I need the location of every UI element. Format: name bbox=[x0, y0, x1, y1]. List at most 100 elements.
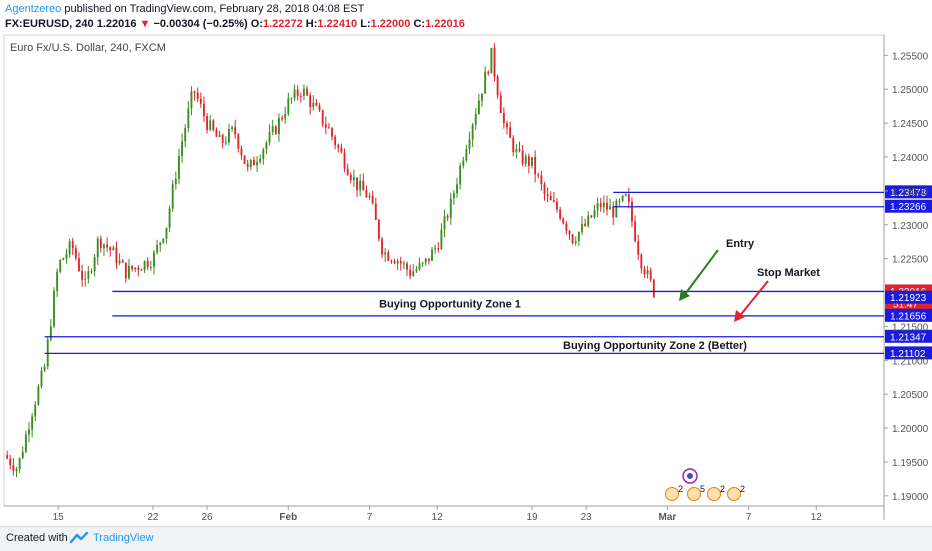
stop-arrow-head bbox=[734, 310, 745, 322]
events-layer[interactable]: 2 5 2 2 bbox=[665, 468, 746, 501]
candle-body bbox=[562, 218, 565, 224]
price-tick-label: 1.20000 bbox=[892, 424, 929, 435]
candle-body bbox=[621, 195, 624, 201]
candle-body bbox=[437, 248, 440, 250]
candle-body bbox=[228, 129, 230, 143]
candle-body bbox=[265, 142, 268, 150]
candle-body bbox=[74, 248, 77, 259]
candle-body bbox=[531, 157, 533, 166]
tradingview-brand[interactable]: TradingView bbox=[93, 532, 154, 544]
candle-body bbox=[137, 267, 140, 270]
price-tick-label: 1.19500 bbox=[892, 458, 929, 469]
author-link[interactable]: Agentzereo bbox=[5, 3, 62, 15]
candle-body bbox=[543, 184, 546, 195]
price-tick-label: 1.24500 bbox=[892, 119, 929, 130]
price-tick-label: 1.22500 bbox=[892, 255, 929, 266]
economic-event-count: 2 bbox=[740, 484, 745, 494]
candle-body bbox=[546, 194, 549, 197]
candle-body bbox=[384, 252, 387, 255]
candle-body bbox=[534, 157, 537, 175]
candle-body bbox=[259, 158, 262, 163]
time-tick-label: 12 bbox=[811, 512, 823, 523]
candle-body bbox=[493, 47, 496, 77]
candle-body bbox=[15, 469, 18, 471]
price-tick-label: 1.25500 bbox=[892, 51, 929, 62]
candle-body bbox=[199, 98, 202, 104]
candle-body bbox=[368, 195, 371, 198]
candle-body bbox=[602, 202, 605, 208]
candle-body bbox=[462, 160, 465, 166]
candle-body bbox=[106, 244, 109, 248]
candle-body bbox=[421, 262, 424, 264]
candle-body bbox=[359, 180, 362, 191]
pane-title: Euro Fx/U.S. Dollar, 240, FXCM bbox=[10, 42, 166, 54]
candle-body bbox=[281, 118, 283, 120]
candle-body bbox=[537, 174, 540, 176]
candle-body bbox=[374, 203, 377, 220]
candle-body bbox=[581, 223, 583, 232]
candle-body bbox=[118, 260, 121, 264]
candle-body bbox=[449, 198, 452, 218]
time-tick-label: 22 bbox=[147, 512, 159, 523]
candle-body bbox=[587, 215, 590, 226]
candle-body bbox=[31, 416, 34, 430]
candle-body bbox=[99, 238, 102, 248]
candle-body bbox=[309, 95, 312, 108]
candle-body bbox=[306, 88, 308, 96]
economic-event-icon bbox=[687, 487, 701, 501]
candle-body bbox=[246, 163, 249, 167]
level-label-bg bbox=[885, 346, 932, 360]
candle-body bbox=[540, 175, 543, 185]
candle-body bbox=[121, 260, 124, 263]
candle-body bbox=[299, 95, 302, 97]
candle-body bbox=[215, 129, 218, 137]
candle-body bbox=[262, 149, 265, 159]
candle-body bbox=[131, 265, 134, 270]
candle-body bbox=[549, 196, 552, 201]
candle-body bbox=[649, 270, 652, 280]
candle-body bbox=[637, 241, 640, 255]
candle-body bbox=[290, 98, 293, 100]
candle-body bbox=[153, 252, 155, 268]
candle-body bbox=[318, 105, 321, 111]
candle-body bbox=[446, 216, 449, 218]
level-label: 1.21923 bbox=[890, 293, 927, 304]
tradingview-logo-icon[interactable] bbox=[70, 530, 90, 546]
candle-body bbox=[312, 102, 315, 108]
candle-body bbox=[471, 124, 474, 140]
candle-body bbox=[387, 252, 390, 261]
candle-body bbox=[512, 137, 515, 153]
high-value: 1.22410 bbox=[317, 18, 358, 30]
candle-body bbox=[274, 126, 277, 134]
time-axis[interactable]: 15 22 26 Feb 7 12 19 23 Mar 7 12 bbox=[53, 506, 823, 523]
price-axis[interactable]: 1.19000 1.19500 1.20000 1.20500 1.21000 1.215… bbox=[884, 51, 929, 503]
candle-body bbox=[243, 155, 246, 164]
candle-body bbox=[452, 193, 455, 199]
candle-body bbox=[496, 76, 499, 96]
candle-body bbox=[34, 404, 37, 417]
high-label: H: bbox=[305, 18, 318, 30]
candle-body bbox=[643, 268, 646, 275]
candle-body bbox=[396, 260, 399, 264]
candle-body bbox=[24, 434, 27, 452]
candle-body bbox=[346, 168, 349, 175]
candle-body bbox=[399, 260, 402, 264]
candle-body bbox=[162, 238, 165, 243]
candle-body bbox=[627, 194, 630, 202]
candle-body bbox=[187, 108, 190, 129]
candle-body bbox=[518, 148, 521, 151]
candle-body bbox=[612, 206, 615, 218]
candle-body bbox=[599, 203, 602, 208]
candle-body bbox=[49, 326, 52, 340]
price-chart[interactable]: 1.23478 1.23266 1.22016 51:471.21923 1.21656… bbox=[0, 0, 932, 526]
price-tick-label: 1.19000 bbox=[892, 492, 929, 503]
candle-body bbox=[571, 234, 574, 244]
candle-body bbox=[103, 244, 105, 248]
price-tick-label: 1.21000 bbox=[892, 356, 929, 367]
candle-body bbox=[277, 118, 280, 134]
candle-body bbox=[268, 131, 271, 143]
price-tick-label: 1.25000 bbox=[892, 85, 929, 96]
candle-body bbox=[609, 206, 612, 210]
candle-body bbox=[406, 263, 408, 270]
candle-body bbox=[206, 116, 209, 130]
